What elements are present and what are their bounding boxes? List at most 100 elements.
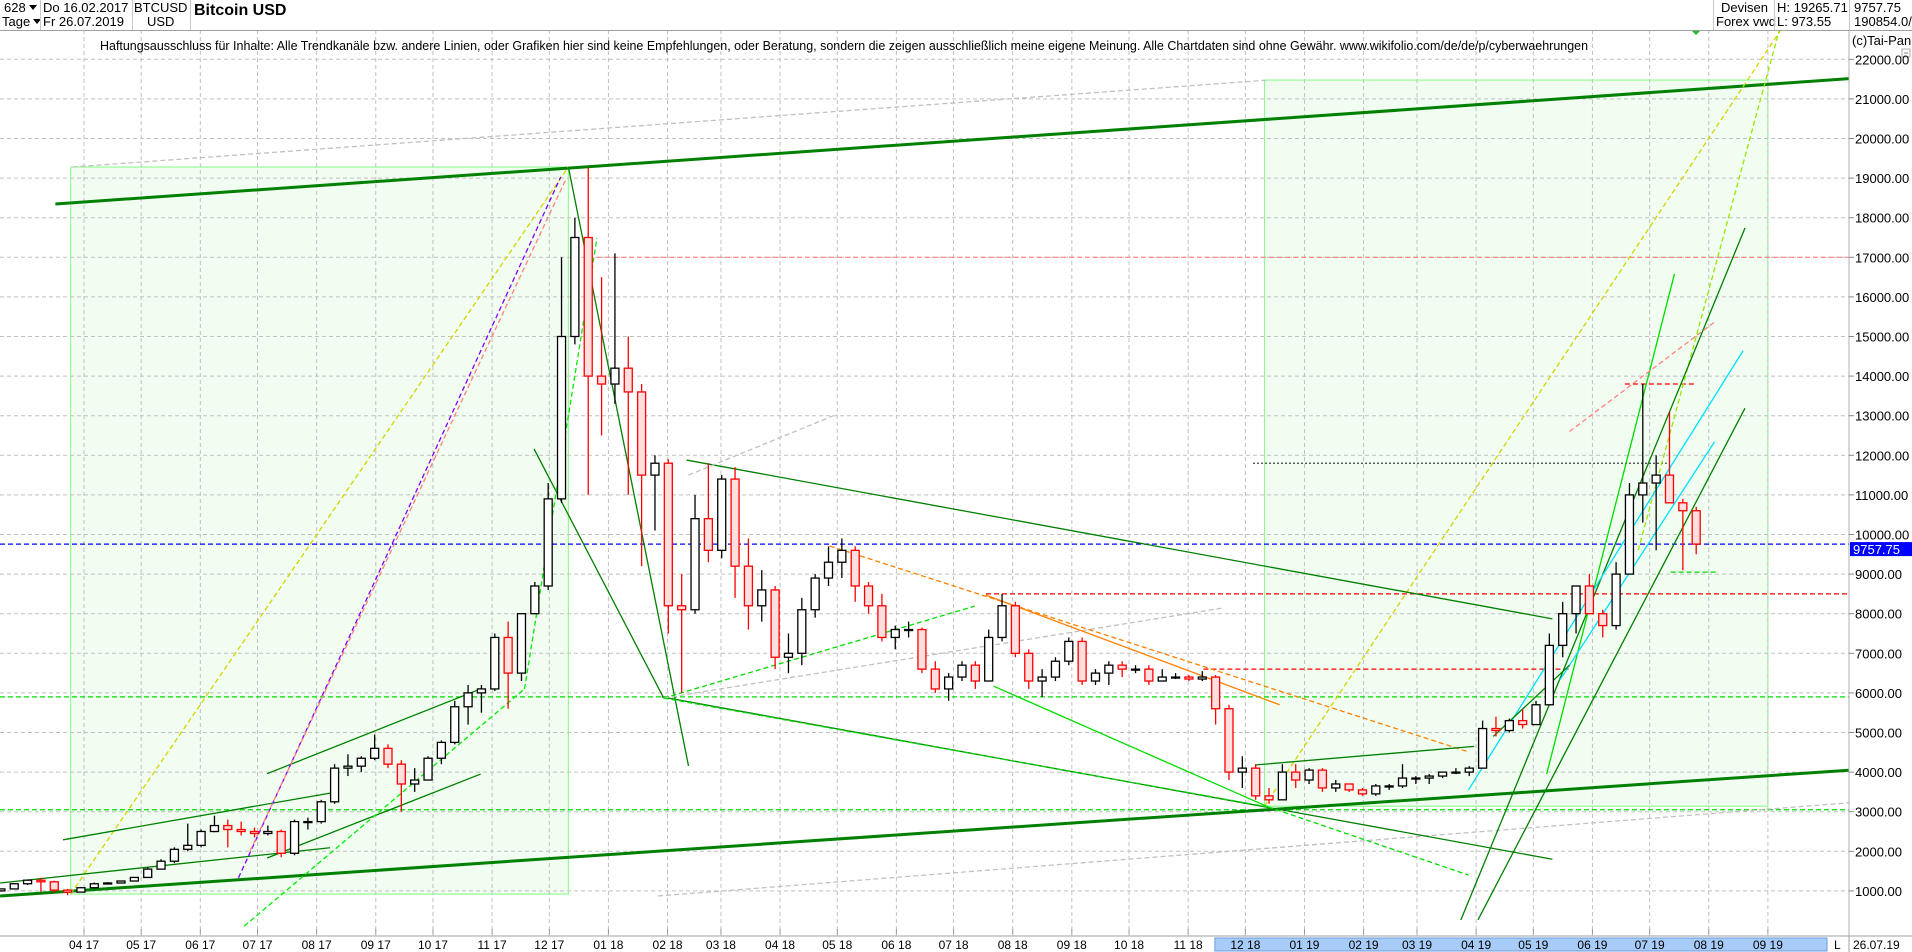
candle-body <box>1357 789 1368 795</box>
trend-line <box>663 607 1225 699</box>
candle-body <box>1544 644 1555 706</box>
candle-body <box>183 844 193 850</box>
candle-body <box>423 757 433 781</box>
candle-body <box>249 830 260 835</box>
candle-body <box>957 664 967 678</box>
candle-body <box>303 820 313 824</box>
trend-line <box>1637 30 1780 551</box>
chevron-down-icon <box>28 5 37 10</box>
trend-line <box>62 792 331 841</box>
trend-line <box>657 802 1849 897</box>
trend-line <box>663 697 1269 808</box>
candle-body <box>890 628 900 639</box>
candle-body <box>436 741 447 759</box>
trend-line <box>1477 407 1746 921</box>
candle-body <box>1397 777 1408 787</box>
candle-body <box>930 668 940 690</box>
candle-body <box>556 335 567 500</box>
y-tick-label: 16000.00 <box>1855 290 1909 305</box>
x-end-marker: L <box>1834 938 1841 952</box>
candle-body <box>984 636 994 682</box>
end-date[interactable]: Fr 26.07.2019 <box>43 14 124 29</box>
x-tick-label: 07 18 <box>939 938 969 952</box>
candle-body <box>396 763 406 785</box>
candle-body <box>1224 708 1234 773</box>
x-axis-range-selection[interactable] <box>1214 937 1828 952</box>
marker-triangle-icon <box>1691 30 1701 35</box>
copyright-label: (c)Tai-Pan <box>1852 33 1911 48</box>
period-dropdown[interactable]: Tage <box>2 15 42 29</box>
candle-body <box>610 367 620 385</box>
candle-body <box>516 613 527 674</box>
candle-body <box>1197 676 1207 680</box>
candle-body <box>850 549 860 587</box>
candle-body <box>1598 613 1608 627</box>
y-tick-label: 14000.00 <box>1855 369 1909 384</box>
start-date[interactable]: Do 16.02.2017 <box>43 0 129 15</box>
trend-line <box>1546 273 1676 775</box>
trend-line <box>70 166 569 895</box>
y-tick-label: 17000.00 <box>1855 250 1909 265</box>
candle-body <box>143 868 153 879</box>
candle-body <box>209 824 220 833</box>
x-tick-label: 05 19 <box>1518 938 1548 952</box>
x-axis-labels: 04 17 05 17 06 17 07 17 08 17 09 17 10 17 11 17… <box>69 929 1783 952</box>
x-tick-label: 06 18 <box>881 938 911 952</box>
candle-body <box>783 652 794 658</box>
trend-line <box>688 413 838 476</box>
candle-body <box>1611 573 1621 627</box>
candles <box>0 167 1701 896</box>
volume-value: 190854.0/ <box>1854 14 1912 29</box>
candle-body <box>1064 640 1074 662</box>
candle-body <box>463 692 473 708</box>
candle-body <box>1277 771 1288 801</box>
instrument-title: Bitcoin USD <box>194 2 287 19</box>
candle-body <box>1424 775 1434 779</box>
trend-line <box>266 688 481 775</box>
candle-body <box>944 676 954 690</box>
candle-body <box>1117 664 1127 670</box>
y-tick-label: 5000.00 <box>1855 726 1902 741</box>
candle-body <box>1558 613 1568 647</box>
y-tick-label: 13000.00 <box>1855 409 1909 424</box>
candle-body <box>316 801 326 823</box>
trend-line <box>533 448 665 699</box>
candle-body <box>1477 727 1488 769</box>
y-axis[interactable] <box>1849 30 1912 936</box>
candle-body <box>810 577 820 611</box>
y-axis-labels: 22000.00 21000.00 20000.00 19000.00 18000.00… <box>1849 52 1909 899</box>
x-tick-label: 03 19 <box>1402 938 1432 952</box>
candle-body <box>530 585 540 615</box>
highlight-zone <box>1263 79 1769 807</box>
x-end-date: 26.07.19 <box>1853 938 1900 952</box>
bars-dropdown[interactable]: 628 <box>4 1 37 15</box>
x-tick-label: 04 19 <box>1461 938 1491 952</box>
candle-body <box>677 605 687 611</box>
candle-body <box>1691 510 1701 545</box>
trend-line <box>1263 30 1782 807</box>
y-tick-label: 21000.00 <box>1855 92 1909 107</box>
y-tick-label: 6000.00 <box>1855 686 1902 701</box>
candle-body <box>410 779 420 785</box>
market-source: Forex vwd <box>1716 14 1776 29</box>
candle-body <box>1437 771 1448 777</box>
candle-body <box>76 887 86 893</box>
y-tick-label: 18000.00 <box>1855 211 1909 226</box>
candle-body <box>1504 719 1514 732</box>
x-tick-label: 09 19 <box>1753 938 1783 952</box>
candle-body <box>1010 605 1021 654</box>
candle-body <box>1104 664 1114 674</box>
x-tick-label: 12 18 <box>1230 938 1260 952</box>
x-tick-label: 08 17 <box>302 938 332 952</box>
header-bar: 628 Tage Do 16.02.2017 Fr 26.07.2019 BTC… <box>0 0 1912 31</box>
x-tick-label: 10 17 <box>418 938 448 952</box>
candle-body <box>1451 771 1461 774</box>
candle-body <box>1571 585 1581 615</box>
candle-body <box>903 628 914 632</box>
candle-body <box>823 561 834 579</box>
candle-body <box>1264 795 1274 801</box>
trend-line <box>993 685 1269 808</box>
candle-body <box>690 518 700 611</box>
y-tick-label: 19000.00 <box>1855 171 1909 186</box>
